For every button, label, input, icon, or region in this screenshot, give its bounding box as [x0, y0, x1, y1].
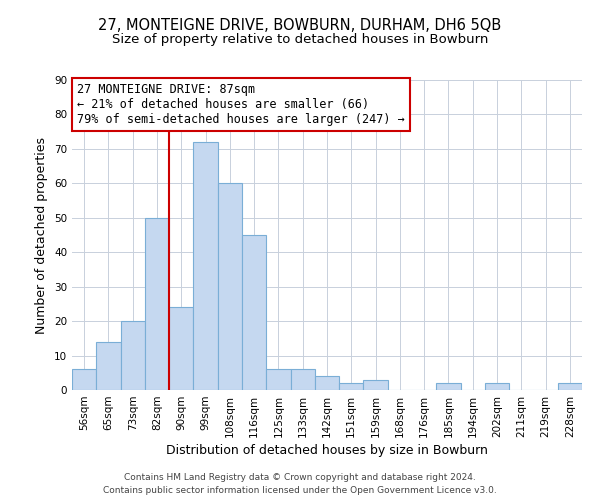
Bar: [169, 308, 193, 390]
Text: 27 MONTEIGNE DRIVE: 87sqm
← 21% of detached houses are smaller (66)
79% of semi-: 27 MONTEIGNE DRIVE: 87sqm ← 21% of detac…: [77, 83, 405, 126]
Bar: [364, 380, 388, 390]
Bar: [339, 383, 364, 390]
Bar: [266, 370, 290, 390]
X-axis label: Distribution of detached houses by size in Bowburn: Distribution of detached houses by size …: [166, 444, 488, 457]
Bar: [145, 218, 169, 390]
Bar: [436, 383, 461, 390]
Bar: [485, 383, 509, 390]
Bar: [315, 376, 339, 390]
Text: 27, MONTEIGNE DRIVE, BOWBURN, DURHAM, DH6 5QB: 27, MONTEIGNE DRIVE, BOWBURN, DURHAM, DH…: [98, 18, 502, 32]
Text: Size of property relative to detached houses in Bowburn: Size of property relative to detached ho…: [112, 32, 488, 46]
Bar: [218, 184, 242, 390]
Bar: [558, 383, 582, 390]
Bar: [193, 142, 218, 390]
Bar: [121, 321, 145, 390]
Bar: [72, 370, 96, 390]
Y-axis label: Number of detached properties: Number of detached properties: [35, 136, 49, 334]
Bar: [242, 235, 266, 390]
Bar: [290, 370, 315, 390]
Bar: [96, 342, 121, 390]
Text: Contains HM Land Registry data © Crown copyright and database right 2024.
Contai: Contains HM Land Registry data © Crown c…: [103, 473, 497, 495]
